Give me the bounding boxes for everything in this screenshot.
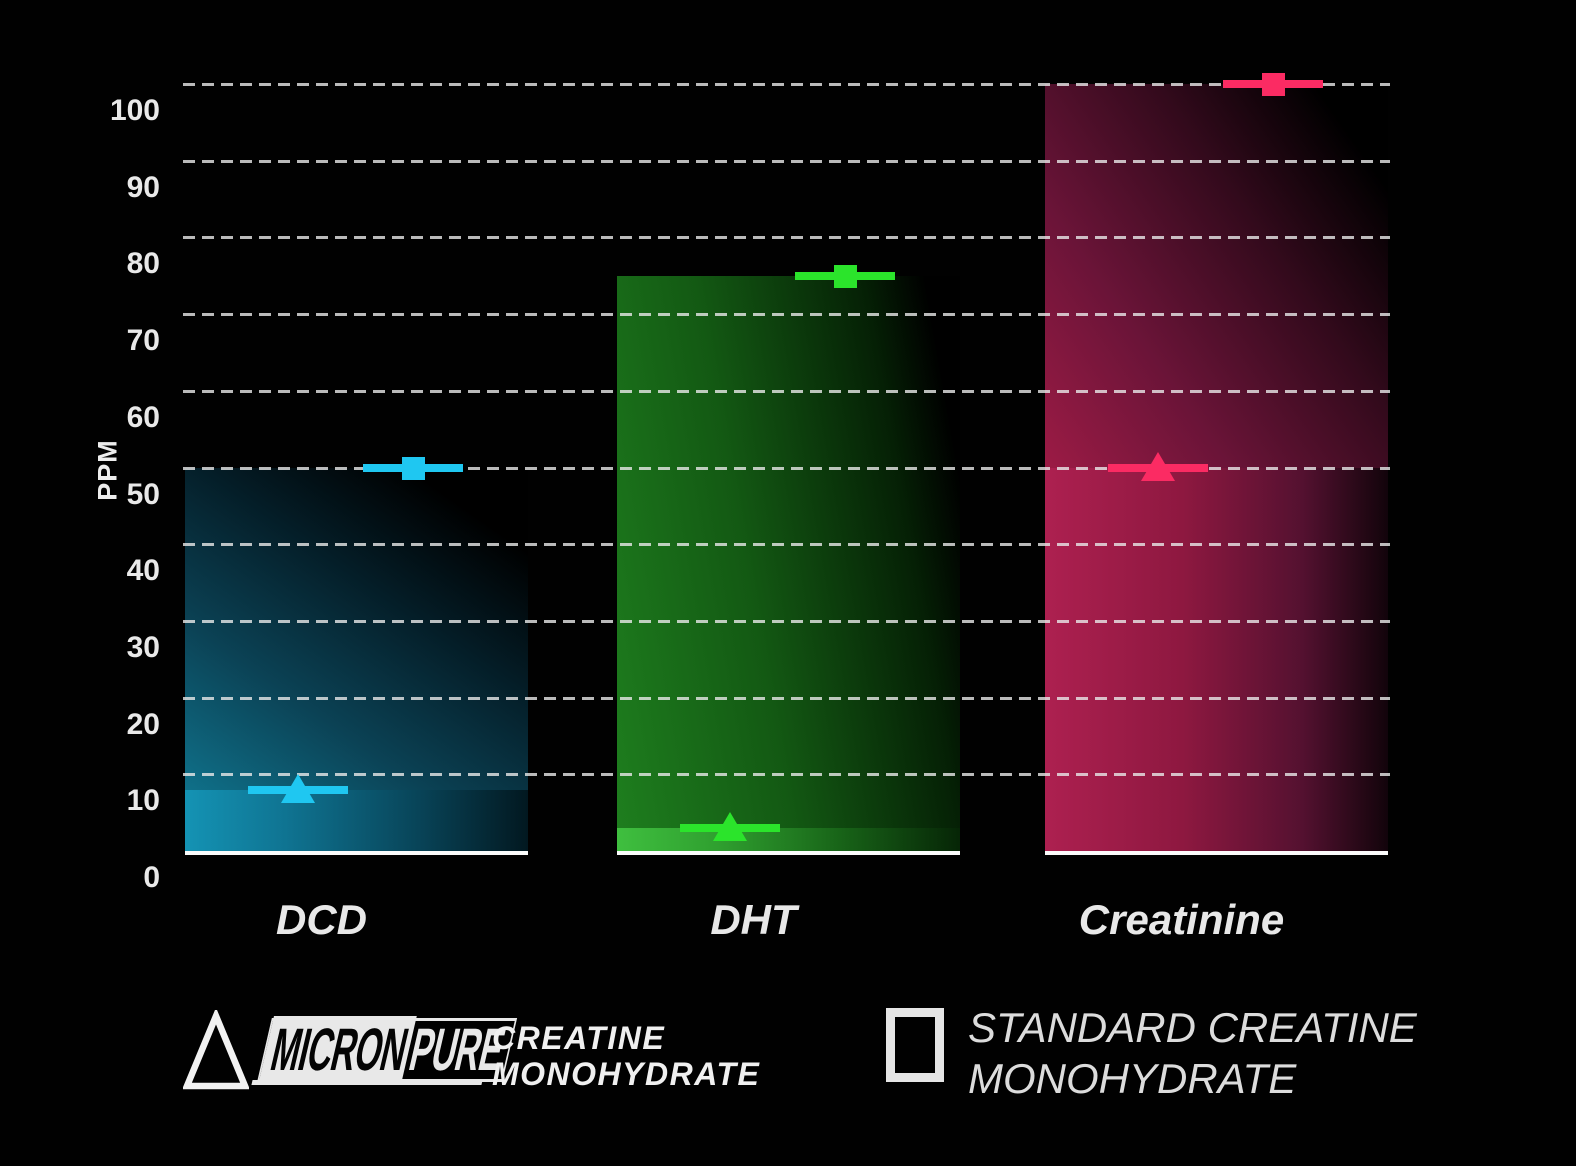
y-tick-label-60: 60 (126, 401, 160, 434)
micronpure-logo-text: MICRONPURE (257, 1016, 518, 1083)
bar-dcd-micronpure (185, 790, 528, 851)
y-tick-label-20: 20 (126, 708, 160, 741)
category-label-dcd: DCD (276, 896, 367, 943)
baseline-dcd (185, 851, 528, 855)
micronpure-legend-label: CREATINE MONOHYDRATE (492, 1020, 760, 1092)
y-tick-label-90: 90 (126, 171, 160, 204)
micronpure-triangle-marker-dht (713, 812, 747, 841)
standard-legend-line1: STANDARD CREATINE (968, 1004, 1417, 1051)
micronpure-legend-line1: CREATINE (492, 1020, 666, 1056)
gridline-50 (183, 467, 1390, 470)
gridline-100 (183, 83, 1390, 86)
bar-creatinine-micronpure (1045, 468, 1388, 851)
micronpure-legend-line2: MONOHYDRATE (492, 1056, 761, 1092)
y-tick-label-30: 30 (126, 631, 160, 664)
y-tick-label-80: 80 (126, 247, 160, 280)
logo-micron: MICRON (258, 1016, 417, 1083)
standard-square-marker-dht (834, 265, 857, 288)
gridline-40 (183, 543, 1390, 546)
bar-dht-micronpure (617, 828, 960, 851)
micronpure-triangle-marker-creatinine (1141, 452, 1175, 481)
standard-square-marker-dcd (402, 457, 425, 480)
y-tick-label-100: 100 (109, 94, 160, 127)
gridline-60 (183, 390, 1390, 393)
bar-dcd-standard (185, 468, 528, 790)
gridline-90 (183, 160, 1390, 163)
gridline-80 (183, 236, 1390, 239)
triangle-outline-icon (183, 1010, 249, 1090)
baseline-creatinine (1045, 851, 1388, 855)
standard-square-marker-creatinine (1262, 73, 1285, 96)
gridline-10 (183, 773, 1390, 776)
gridline-20 (183, 697, 1390, 700)
category-label-creatinine: Creatinine (1078, 896, 1285, 943)
gridline-70 (183, 313, 1390, 316)
y-tick-label-70: 70 (126, 324, 160, 357)
y-tick-label-50: 50 (126, 478, 160, 511)
y-tick-label-0: 0 (143, 861, 160, 894)
y-tick-label-10: 10 (126, 784, 160, 817)
standard-legend-label: STANDARD CREATINE MONOHYDRATE (968, 1002, 1417, 1104)
y-tick-label-40: 40 (126, 554, 160, 587)
gridline-30 (183, 620, 1390, 623)
square-outline-icon (886, 1008, 944, 1082)
category-label-dht: DHT (710, 896, 797, 943)
bar-dht-standard (617, 276, 960, 828)
micronpure-triangle-marker-dcd (281, 774, 315, 803)
bar-creatinine-standard (1045, 84, 1388, 468)
baseline-dht (617, 851, 960, 855)
standard-legend-line2: MONOHYDRATE (968, 1055, 1297, 1102)
